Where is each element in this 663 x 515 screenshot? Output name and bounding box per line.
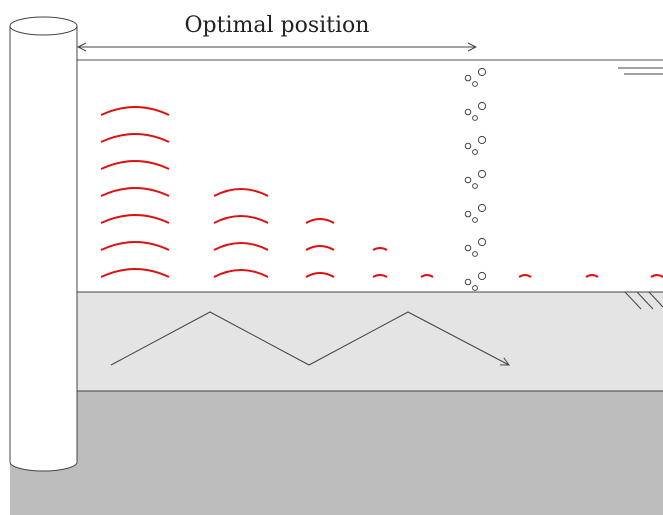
wave-arc <box>650 274 663 278</box>
bubble <box>464 278 472 286</box>
bubble-column-icon <box>464 67 487 291</box>
wave-arc <box>100 214 170 224</box>
bubble <box>472 81 478 87</box>
bubble <box>477 135 487 145</box>
wave-arc <box>305 218 335 224</box>
wave-arc <box>100 160 170 170</box>
bubble <box>464 244 472 252</box>
bedrock-layer <box>10 391 663 515</box>
bubble <box>472 149 478 155</box>
wave-arc <box>305 245 335 251</box>
diagram-title: Optimal position <box>185 13 370 38</box>
wave-arc <box>100 241 170 251</box>
bubble <box>464 210 472 218</box>
bubble <box>477 203 487 213</box>
bubble <box>464 108 472 116</box>
wave-arc <box>213 188 269 197</box>
bubble <box>472 183 478 189</box>
bubble <box>477 237 487 247</box>
wave-arc <box>213 215 269 224</box>
seabed-hatch-icon <box>624 291 663 310</box>
wave-arc <box>213 269 269 278</box>
water-surface-icon <box>618 67 663 75</box>
bubble <box>472 285 478 291</box>
wave-arc <box>372 247 388 251</box>
bubble <box>472 251 478 257</box>
wave-arc <box>420 274 434 278</box>
bubble <box>472 115 478 121</box>
bubble <box>464 142 472 150</box>
wave-fronts <box>100 106 663 278</box>
bubble <box>477 101 487 111</box>
zigzag-arrow-icon <box>110 311 509 366</box>
bubble <box>464 176 472 184</box>
bubble <box>477 67 487 77</box>
wave-arc <box>518 274 532 278</box>
pile <box>9 16 78 472</box>
wave-arc <box>100 187 170 197</box>
wave-arc <box>100 268 170 278</box>
bubble <box>464 74 472 82</box>
wave-arc <box>100 106 170 116</box>
wave-arc <box>305 272 335 278</box>
bubble <box>472 217 478 223</box>
wave-arc <box>372 274 388 278</box>
bubble <box>477 271 487 281</box>
wave-arc <box>100 133 170 143</box>
bubble <box>477 169 487 179</box>
wave-arc <box>585 274 599 278</box>
wave-arc <box>213 242 269 251</box>
sediment-layer <box>77 292 663 391</box>
